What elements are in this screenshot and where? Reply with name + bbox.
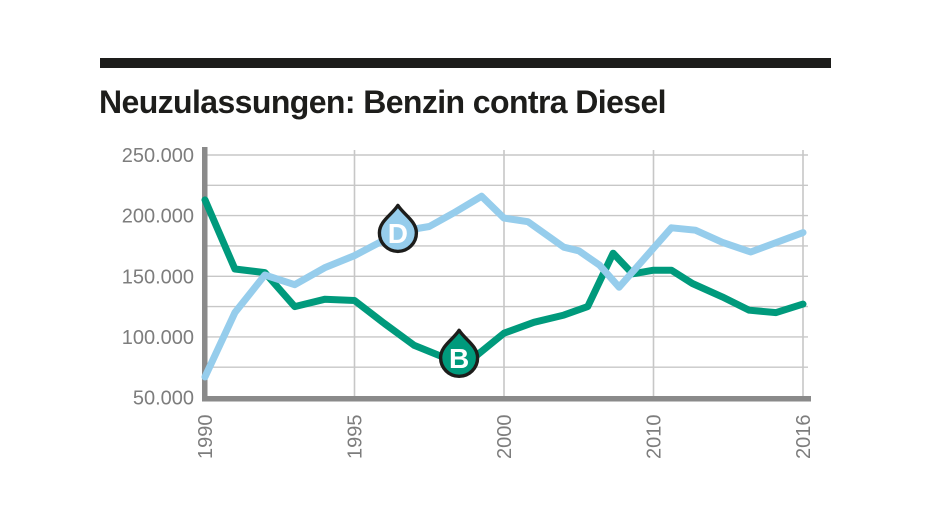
chart-title: Neuzulassungen: Benzin contra Diesel: [99, 84, 667, 120]
marker-letter: D: [388, 218, 408, 249]
x-axis-line: [202, 396, 811, 402]
y-tick-label: 200.000: [122, 206, 194, 228]
y-tick-label: 50.000: [133, 388, 194, 410]
benzin-drop-marker: B: [438, 328, 480, 378]
benzin-line: [201, 196, 807, 361]
top-divider-bar: [100, 58, 831, 68]
diesel-line: [201, 192, 807, 381]
droplet-icon: [377, 203, 419, 254]
x-tick-label: 1990: [195, 415, 217, 460]
y-tick-label: 100.000: [122, 327, 194, 349]
diesel-drop-marker: D: [377, 203, 419, 254]
y-tick-label: 150.000: [122, 266, 194, 288]
droplet-icon: [438, 328, 480, 378]
x-tick-label: 2000: [494, 415, 516, 460]
x-tick-label: 2010: [644, 415, 666, 460]
x-tick-label: 1995: [345, 415, 367, 460]
marker-letter: B: [449, 343, 469, 374]
y-axis-line: [202, 147, 208, 402]
y-tick-label: 250.000: [122, 145, 194, 167]
x-tick-label: 2016: [793, 415, 815, 460]
